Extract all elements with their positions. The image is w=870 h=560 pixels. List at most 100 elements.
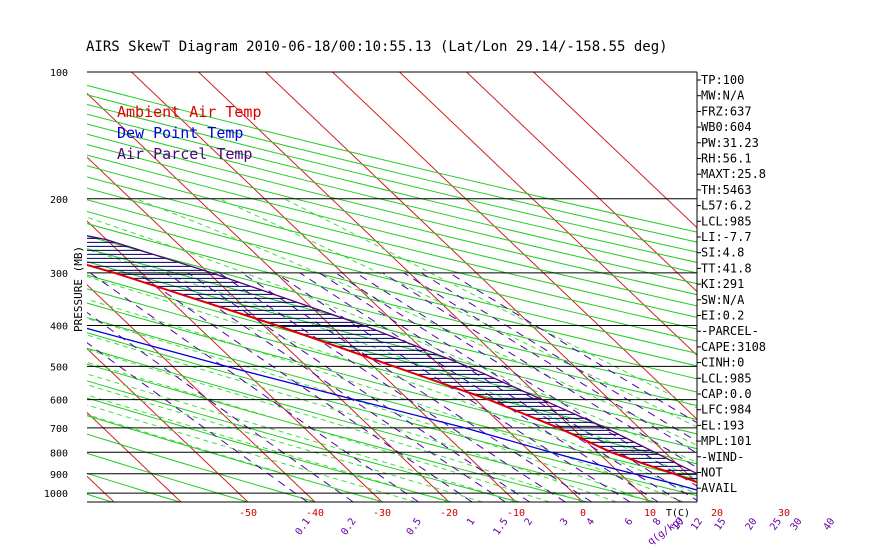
cape-hatch-layer [87,237,697,479]
pressure-tick-label: 300 [50,269,68,280]
parcel-temp-line [87,235,697,475]
isotherm-line [399,72,697,357]
mixing-ratio-line [187,272,530,502]
pressure-tick-label: 200 [50,195,68,206]
moist-adiabat-line [87,394,450,502]
mixing-ratio-tick-label: 0.1 [294,516,313,537]
stat-item: SW:N/A [701,293,745,307]
bottom-temp-tick-label: -40 [306,508,324,519]
stat-item: WB0:604 [701,120,752,134]
ambient-temp-line [87,263,697,484]
dry-adiabat-line [87,210,697,367]
dry-adiabat-line [87,223,697,380]
stat-item: TP:100 [701,73,744,87]
mixing-ratio-line [449,272,697,424]
dry-adiabat-line [87,363,588,502]
stat-item: EL:193 [701,418,744,432]
moist-adiabat-line [87,318,651,502]
mixing-ratio-tick-label: 0.5 [405,516,424,537]
moist-adiabat-line [87,248,697,480]
isotherm-line [533,72,697,229]
dry-adiabat-line [87,302,697,465]
mixing-ratio-tick-label: 30 [789,516,805,532]
mixing-ratio-line [299,272,659,502]
mixing-ratio-line [275,272,631,502]
dry-adiabat-line [87,397,452,502]
y-axis-label: PRESSURE (MB) [72,246,85,332]
stat-item: LI:-7.7 [701,230,752,244]
moist-adiabat-line [87,298,684,502]
isotherm-line [87,156,450,502]
bottom-temp-tick-label: -20 [440,508,458,519]
moist-adiabat-line [87,404,416,502]
dry-adiabat-line [87,103,697,253]
stat-item: L57:6.2 [701,199,752,213]
stat-item: KI:291 [701,277,744,291]
mixing-ratio-line [166,272,506,502]
mixing-ratio-tick-label: 12 [689,516,705,532]
mixing-ratio-tick-label: 40 [822,516,838,532]
mixing-ratio-tick-label: 6 [623,516,635,527]
isotherm-line [466,72,697,293]
mixing-ratio-tick-label: 2 [523,516,535,527]
mixing-ratio-line [89,272,419,502]
stat-item: TH:5463 [701,183,752,197]
mixing-ratio-line [382,272,697,469]
isotherm-line [131,72,584,502]
dry-adiabat-line [87,347,656,502]
stat-item: CINH:0 [701,356,744,370]
dry-adiabat-line [87,143,697,296]
stat-item: LCL:985 [701,214,752,228]
dry-adiabat-line [87,332,697,497]
legend-item: Air Parcel Temp [117,145,252,163]
isotherm-line [87,411,182,502]
pressure-tick-label: 500 [50,362,68,373]
stat-item: MW:N/A [701,89,745,103]
pressure-tick-label: 400 [50,322,68,333]
temp-unit-label: T(C) [666,508,690,519]
mixing-ratio-line [241,272,592,502]
isotherm-line [0,72,47,502]
mixing-ratio-line [218,272,566,502]
dewpoint-temp-line [87,327,697,491]
mixing-ratio-tick-label: 0.2 [339,516,358,537]
pressure-tick-label: 600 [50,396,68,407]
stat-item: MPL:101 [701,434,752,448]
mixing-ratio-line [421,272,697,442]
bottom-temp-tick-label: 20 [711,508,723,519]
moist-adiabat-line [135,198,697,446]
moist-adiabat-line [87,361,550,502]
moist-adiabat-line [87,413,383,502]
dry-adiabat-line [87,433,316,502]
mixing-ratio-tick-label: 4 [585,516,597,527]
mixing-ratio-tick-label: 20 [744,516,760,532]
grid-layer [0,72,697,502]
bottom-temp-tick-label: -50 [239,508,257,519]
stat-item: AVAIL [701,481,737,495]
isobar-layer [87,71,698,503]
stat-item: CAPE:3108 [701,340,766,354]
mixing-ratio-tick-label: 3 [558,516,570,527]
mixing-ratio-line [335,272,697,501]
dry-adiabat-line [87,261,697,421]
mixing-ratio-tick-label: 1 [465,516,477,527]
dry-adiabat-line [87,123,697,274]
dry-adiabat-line [87,199,697,354]
dry-adiabat-line [87,380,520,502]
mixing-ratio-line [137,272,473,502]
series-layer [87,235,697,491]
dry-adiabat-line [87,154,697,307]
mixing-ratio-line [403,272,697,454]
dry-adiabat-line [87,165,697,318]
dry-adiabat-line [87,452,248,502]
stat-item: LCL:985 [701,371,752,385]
legend: Ambient Air Temp Dew Point Temp Air Parcel… [117,103,262,163]
stat-item: NOT [701,466,723,480]
dry-adiabat-line [87,133,697,285]
bottom-temp-tick-label: -30 [373,508,391,519]
pressure-tick-label: 800 [50,448,68,459]
pressure-tick-label: 100 [50,68,68,79]
dry-adiabat-line [87,248,697,407]
stat-item: MAXT:25.8 [701,167,766,181]
